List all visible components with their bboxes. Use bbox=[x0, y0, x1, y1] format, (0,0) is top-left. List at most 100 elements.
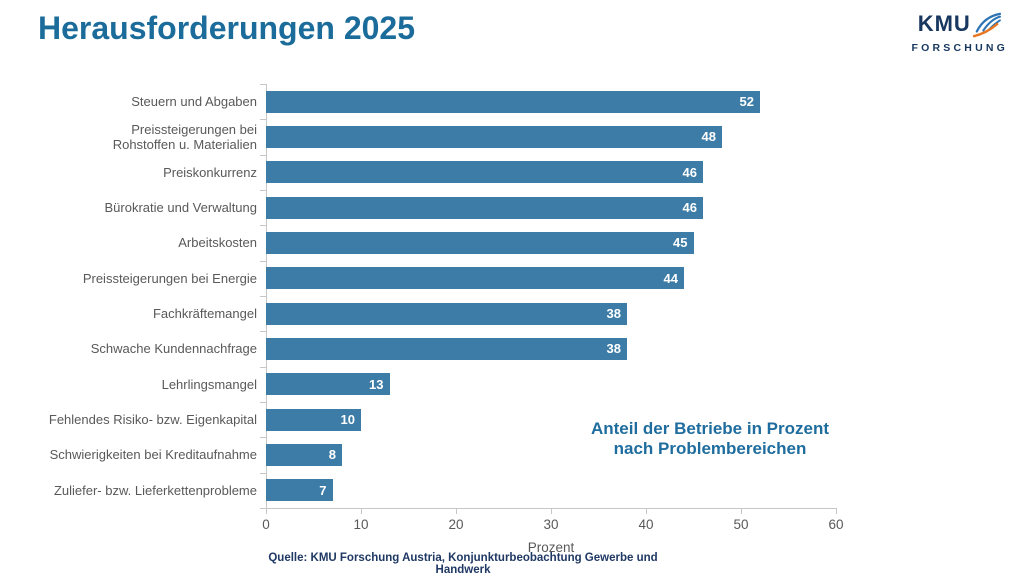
chart-row: Preissteigerungen bei Energie 44 bbox=[0, 261, 836, 296]
bar-track: 38 bbox=[266, 302, 836, 325]
category-label: Arbeitskosten bbox=[178, 235, 257, 251]
feather-icon bbox=[972, 12, 1002, 43]
y-axis-tick bbox=[260, 331, 267, 333]
x-axis-tick bbox=[266, 508, 267, 514]
x-axis-tick-label: 0 bbox=[262, 517, 270, 532]
bar-track: 52 bbox=[266, 90, 836, 113]
logo-text-forschung: FORSCHUNG bbox=[911, 42, 1008, 54]
y-axis-tick bbox=[260, 225, 267, 227]
y-axis-tick bbox=[260, 260, 267, 262]
bar-value-label: 13 bbox=[369, 376, 384, 392]
chart-row: Arbeitskosten 45 bbox=[0, 225, 836, 260]
x-axis-title: Prozent bbox=[527, 540, 575, 555]
category-label: Steuern und Abgaben bbox=[131, 94, 257, 110]
chart-row: Schwierigkeiten bei Kreditaufnahme 8 bbox=[0, 437, 836, 472]
bar-value-label: 44 bbox=[663, 270, 678, 286]
y-axis-tick bbox=[260, 119, 267, 121]
bar-value-label: 7 bbox=[319, 482, 327, 498]
bar-value-label: 38 bbox=[606, 306, 621, 322]
x-axis-tick bbox=[456, 508, 457, 514]
bar-value-label: 45 bbox=[673, 235, 688, 251]
bar: 46 bbox=[266, 196, 703, 219]
category-label: Fachkräftemangel bbox=[152, 306, 257, 322]
bar: 8 bbox=[266, 443, 342, 466]
bar-value-label: 8 bbox=[328, 447, 336, 463]
bar-value-label: 48 bbox=[701, 129, 716, 145]
bar: 38 bbox=[266, 302, 627, 325]
x-axis-tick-label: 30 bbox=[543, 517, 559, 532]
bar: 10 bbox=[266, 408, 361, 431]
page-title: Herausforderungen 2025 bbox=[38, 10, 416, 46]
category-label: Bürokratie und Verwaltung bbox=[104, 200, 257, 216]
y-axis-tick bbox=[260, 402, 267, 403]
annotation-line-1: Anteil der Betriebe in Prozent bbox=[590, 419, 830, 438]
bar-value-label: 46 bbox=[682, 164, 697, 180]
bar-track: 44 bbox=[266, 267, 836, 290]
chart-row: Schwache Kundennachfrage 38 bbox=[0, 331, 836, 366]
y-axis-tick bbox=[260, 190, 267, 191]
chart-row: Bürokratie und Verwaltung 46 bbox=[0, 190, 836, 225]
bar: 52 bbox=[266, 90, 760, 113]
category-label: Fehlendes Risiko- bzw. Eigenkapital bbox=[48, 412, 257, 428]
x-axis-tick bbox=[836, 508, 837, 514]
bar-rows: Steuern und Abgaben 52 Preissteigerungen b… bbox=[0, 84, 836, 508]
bar-value-label: 38 bbox=[606, 341, 621, 357]
chart-row: Steuern und Abgaben 52 bbox=[0, 84, 836, 119]
category-label: Schwierigkeiten bei Kreditaufnahme bbox=[49, 447, 257, 463]
bar: 46 bbox=[266, 161, 703, 184]
bar-track: 10 bbox=[266, 408, 836, 431]
x-axis-tick bbox=[551, 508, 552, 514]
y-axis-tick bbox=[260, 437, 267, 439]
bar: 45 bbox=[266, 231, 694, 254]
chart-row: Lehrlingsmangel 13 bbox=[0, 367, 836, 402]
logo-text-kmu: KMU bbox=[917, 11, 971, 36]
category-label: Schwache Kundennachfrage bbox=[90, 341, 257, 357]
bar-track: 38 bbox=[266, 337, 836, 360]
category-label: Preissteigerungen bei Rohstoffen u. Mate… bbox=[112, 121, 257, 152]
bar: 7 bbox=[266, 479, 333, 502]
bar: 44 bbox=[266, 267, 684, 290]
bar-chart: Steuern und Abgaben 52 Preissteigerungen b… bbox=[0, 84, 844, 555]
bar-value-label: 46 bbox=[682, 200, 697, 216]
category-label: Zuliefer- bzw. Lieferkettenprobleme bbox=[53, 482, 257, 498]
bar-track: 46 bbox=[266, 196, 836, 219]
x-axis-tick bbox=[741, 508, 742, 514]
y-axis-tick bbox=[260, 296, 267, 297]
bar-value-label: 52 bbox=[739, 94, 754, 110]
category-label: Lehrlingsmangel bbox=[161, 376, 257, 392]
bar-track: 46 bbox=[266, 161, 836, 184]
bar: 48 bbox=[266, 125, 722, 148]
x-axis-tick-label: 20 bbox=[448, 517, 464, 532]
x-axis-tick-label: 50 bbox=[733, 517, 749, 532]
bar-value-label: 10 bbox=[340, 412, 355, 428]
logo-top-row: KMU bbox=[918, 12, 1002, 43]
x-axis-tick bbox=[361, 508, 362, 514]
y-axis-tick bbox=[260, 366, 267, 368]
x-axis-tick-label: 40 bbox=[638, 517, 654, 532]
chart-row: Fachkräftemangel 38 bbox=[0, 296, 836, 331]
category-label: Preissteigerungen bei Energie bbox=[82, 270, 257, 286]
bar-track: 7 bbox=[266, 479, 836, 502]
bar-track: 45 bbox=[266, 231, 836, 254]
bar-track: 8 bbox=[266, 443, 836, 466]
category-label: Preiskonkurrenz bbox=[163, 164, 257, 180]
kmu-forschung-logo: KMU FORSCHUNG bbox=[911, 12, 1008, 55]
x-axis-tick bbox=[646, 508, 647, 514]
bar: 13 bbox=[266, 373, 390, 396]
source-note: Quelle: KMU Forschung Austria, Konjunktu… bbox=[268, 552, 658, 576]
chart-annotation: Anteil der Betriebe in Prozent nach Prob… bbox=[575, 419, 845, 459]
y-axis-tick bbox=[260, 472, 267, 474]
chart-row: Fehlendes Risiko- bzw. Eigenkapital 10 bbox=[0, 402, 836, 437]
y-axis-tick bbox=[260, 84, 267, 85]
chart-row: Preiskonkurrenz 46 bbox=[0, 155, 836, 190]
bar-track: 13 bbox=[266, 373, 836, 396]
chart-row: Zuliefer- bzw. Lieferkettenprobleme 7 bbox=[0, 473, 836, 508]
chart-row: Preissteigerungen bei Rohstoffen u. Mate… bbox=[0, 119, 836, 154]
y-axis-tick bbox=[260, 154, 267, 156]
y-axis-tick bbox=[260, 508, 267, 509]
x-axis-tick-label: 60 bbox=[828, 517, 844, 532]
bar: 38 bbox=[266, 337, 627, 360]
bar-track: 48 bbox=[266, 125, 836, 148]
annotation-line-2: nach Problembereichen bbox=[613, 439, 807, 458]
x-axis-tick-label: 10 bbox=[353, 517, 369, 532]
